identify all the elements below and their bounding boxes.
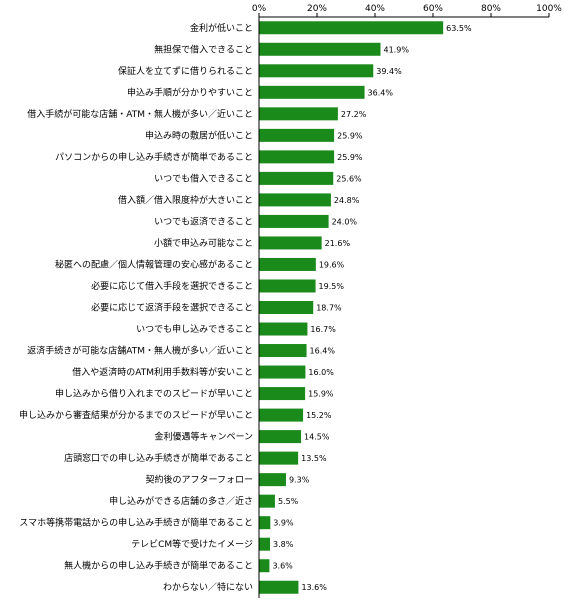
value-label: 19.5% — [319, 282, 345, 291]
x-tick-label: 80% — [481, 4, 501, 14]
bar — [259, 473, 286, 487]
bar — [259, 21, 444, 35]
bar — [259, 365, 306, 379]
value-label: 15.2% — [306, 411, 332, 420]
bar — [259, 559, 270, 573]
category-label: 申込み手順が分かりやすいこと — [127, 86, 253, 98]
value-label: 36.4% — [368, 88, 394, 97]
value-label: 3.6% — [272, 562, 293, 571]
value-label: 39.4% — [376, 67, 402, 76]
bar — [259, 344, 307, 358]
x-axis-ticks: 0% 20% 40% 60% 80% 100% — [252, 4, 562, 17]
category-label: スマホ等携帯電話からの申し込み手続きが簡単であること — [19, 517, 253, 529]
category-label: 保証人を立てずに借りられること — [118, 65, 253, 77]
bar — [259, 408, 304, 422]
value-label: 41.9% — [384, 45, 410, 54]
x-tick-label: 60% — [423, 4, 443, 14]
category-label: 金利が低いこと — [190, 22, 253, 34]
value-label: 14.5% — [304, 433, 330, 442]
category-label: パソコンからの申し込み手続きが簡単であること — [55, 151, 253, 163]
category-label: 申し込みができる店舗の多さ／近さ — [109, 495, 253, 507]
bar — [259, 322, 308, 336]
category-label: 借入や返済時のATM利用手数料等が安いこと — [72, 366, 253, 378]
category-label: テレビCM等で受けたイメージ — [131, 538, 253, 550]
category-label: 無人機からの申し込み手続きが簡単であること — [64, 560, 253, 572]
bar — [259, 516, 271, 530]
value-label: 27.2% — [341, 110, 367, 119]
bar — [259, 257, 316, 271]
value-label: 9.3% — [289, 476, 310, 485]
bar — [259, 279, 316, 293]
category-label: 秘匿への配慮／個人情報管理の安心感があること — [55, 258, 253, 270]
category-label: 申し込みから借り入れまでのスピードが早いこと — [55, 388, 253, 400]
category-label: いつでも返済できること — [154, 215, 253, 227]
value-label: 25.6% — [336, 174, 362, 183]
value-label: 5.5% — [278, 497, 299, 506]
category-label: 契約後のアフターフォロー — [146, 474, 253, 486]
bar — [259, 214, 329, 228]
value-label: 25.9% — [337, 131, 363, 140]
bar — [259, 580, 299, 594]
value-label: 25.9% — [337, 153, 363, 162]
x-tick-label: 20% — [307, 4, 327, 14]
value-label: 19.6% — [319, 260, 345, 269]
bar — [259, 494, 275, 508]
x-tick-label: 0% — [252, 4, 267, 14]
category-label: 無担保で借入できること — [154, 43, 253, 55]
bar — [259, 150, 335, 164]
value-label: 3.9% — [273, 519, 294, 528]
value-label: 15.9% — [308, 390, 334, 399]
value-label: 63.5% — [446, 24, 472, 33]
value-label: 21.6% — [325, 239, 351, 248]
bar — [259, 42, 381, 56]
value-label: 3.8% — [273, 540, 294, 549]
value-label: 16.4% — [310, 347, 336, 356]
bar — [259, 107, 338, 121]
category-label: 申し込みから審査結果が分かるまでのスピードが早いこと — [19, 409, 253, 421]
bar — [259, 430, 302, 444]
category-label: いつでも申し込みできること — [136, 323, 253, 335]
value-label: 18.7% — [316, 304, 342, 313]
value-label: 13.5% — [301, 454, 327, 463]
category-label: 必要に応じて返済手段を選択できること — [91, 302, 253, 314]
value-label: 24.8% — [334, 196, 360, 205]
bar — [259, 537, 271, 551]
value-label: 13.6% — [301, 583, 327, 592]
x-tick-label: 40% — [365, 4, 385, 14]
bar — [259, 387, 306, 401]
bar — [259, 64, 374, 78]
category-label: 返済手続きが可能な店舗ATM・無人機が多い／近いこと — [27, 345, 253, 357]
bar — [259, 171, 334, 185]
bar — [259, 236, 322, 250]
category-label: いつでも借入できること — [154, 172, 253, 184]
category-label: わからない／特にない — [163, 581, 253, 593]
category-label: 借入手続が可能な店舗・ATM・無人機が多い／近いこと — [27, 108, 253, 120]
bar — [259, 85, 365, 99]
x-tick-label: 100% — [536, 4, 562, 14]
category-label: 店頭窓口での申し込み手続きが簡単であること — [64, 452, 253, 464]
category-label: 小額で申込み可能なこと — [154, 237, 253, 249]
bar — [259, 193, 331, 207]
value-label: 24.0% — [332, 217, 358, 226]
category-label: 借入額／借入限度枠が大きいこと — [118, 194, 253, 206]
value-label: 16.0% — [308, 368, 334, 377]
category-label: 金利優遇等キャンペーン — [154, 431, 253, 443]
bar — [259, 451, 299, 465]
category-label: 必要に応じて借入手段を選択できること — [91, 280, 253, 292]
bars-group: 金利が低いこと 63.5% 無担保で借入できること 41.9% 保証人を立てずに借りられ… — [19, 21, 472, 594]
bar — [259, 128, 335, 142]
category-label: 申込み時の敷居が低いこと — [145, 129, 253, 141]
value-label: 16.7% — [310, 325, 336, 334]
bar — [259, 301, 314, 314]
